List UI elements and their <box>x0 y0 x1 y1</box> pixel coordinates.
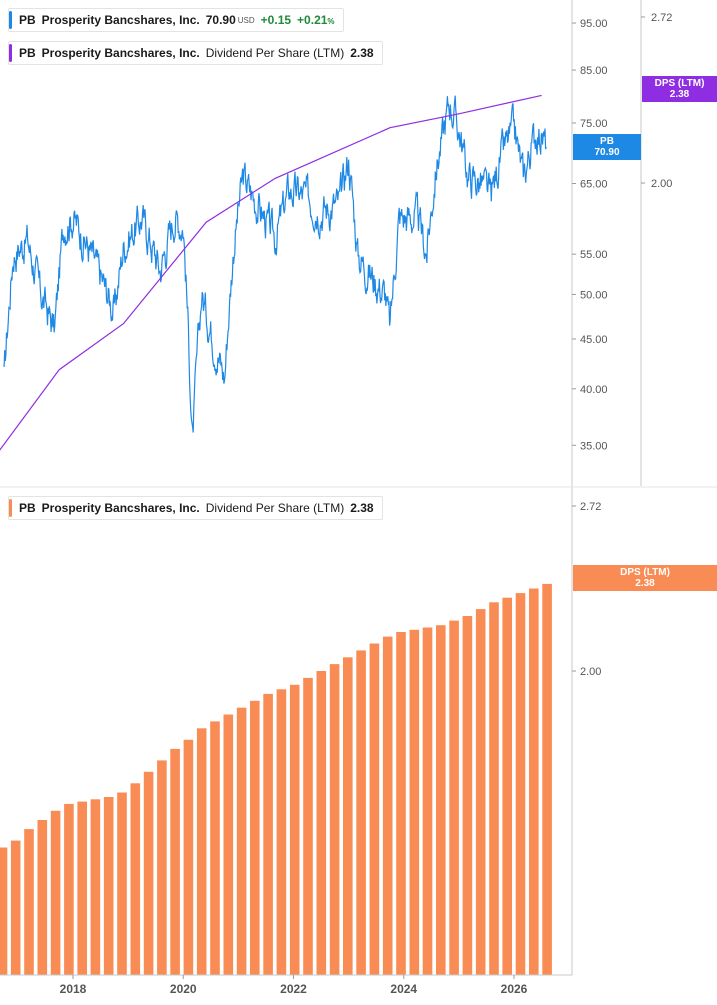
x-tick-label: 2026 <box>501 982 528 996</box>
dps-bar <box>316 671 327 975</box>
price-tick-label: 65.00 <box>580 179 608 191</box>
legend-currency: USD <box>237 15 255 25</box>
price-tag: PB 70.90 <box>573 134 641 160</box>
x-tick-label: 2024 <box>390 982 417 996</box>
dps-bar <box>170 748 180 975</box>
dps-bar <box>356 650 366 975</box>
dps-tick-label: 2.72 <box>580 501 601 513</box>
x-tick-label: 2020 <box>170 982 197 996</box>
dps-bar <box>183 739 194 976</box>
price-tag-ticker: PB <box>600 136 614 147</box>
dps-tag-bottom-label: DPS (LTM) <box>620 567 670 578</box>
dps-secondary-tick-label: 2.00 <box>651 178 672 190</box>
dps-bar <box>77 801 87 975</box>
price-legend[interactable]: PB Prosperity Bancshares, Inc. 70.90 USD… <box>8 8 344 32</box>
price-legend-color <box>9 11 12 29</box>
dps-bar <box>529 588 539 975</box>
price-tick-label: 75.00 <box>580 118 608 130</box>
dps-tag-top-value: 2.38 <box>669 89 690 100</box>
legend-company-name: Prosperity Bancshares, Inc. <box>41 501 200 515</box>
dps-bar <box>0 847 8 975</box>
dps-bar <box>502 597 512 975</box>
dps-bar <box>289 684 300 976</box>
dps-line-legend-color <box>9 44 12 62</box>
dps-tag-bottom-value: 2.38 <box>635 578 655 589</box>
dps-secondary-tick-label: 2.72 <box>651 12 672 24</box>
dps-bar <box>436 625 446 975</box>
dps-bar <box>276 689 287 975</box>
price-tick-label: 35.00 <box>580 440 608 452</box>
dps-bar-legend-color <box>9 499 12 517</box>
dps-bar <box>369 643 380 975</box>
dps-tag-top: DPS (LTM) 2.38 <box>642 76 717 102</box>
dps-bar <box>250 700 260 975</box>
dps-bar-pane <box>0 583 552 976</box>
dps-bar <box>329 664 340 975</box>
dps-bar <box>37 820 48 975</box>
dps-bar <box>64 803 74 975</box>
price-tick-label: 95.00 <box>580 18 608 30</box>
price-tick-label: 45.00 <box>580 334 608 346</box>
dps-bar <box>157 760 167 975</box>
legend-change-pct: +0.21% <box>297 13 335 27</box>
dps-bar <box>117 792 127 975</box>
legend-company-name: Prosperity Bancshares, Inc. <box>41 46 200 60</box>
dps-bar <box>343 657 353 976</box>
x-tick-label: 2022 <box>280 982 307 996</box>
dps-tag-bottom: DPS (LTM) 2.38 <box>573 565 717 591</box>
dps-bar <box>50 810 61 975</box>
price-series-line <box>3 95 547 433</box>
dps-bar <box>489 602 499 975</box>
dps-tick-label: 2.00 <box>580 666 601 678</box>
dps-bar <box>10 840 21 975</box>
price-tick-label: 40.00 <box>580 384 608 396</box>
dps-bar <box>130 783 141 975</box>
dps-series-line <box>0 94 542 451</box>
dps-bar <box>223 714 234 975</box>
dps-bar <box>90 799 101 975</box>
dps-tag-top-label: DPS (LTM) <box>654 78 705 89</box>
legend-price: 70.90 <box>205 13 236 27</box>
dps-line-legend[interactable]: PB Prosperity Bancshares, Inc. Dividend … <box>8 41 383 65</box>
legend-pct-sign: % <box>327 17 335 26</box>
dps-bar <box>263 693 273 975</box>
dps-bar <box>236 707 247 975</box>
legend-ticker: PB <box>19 13 36 27</box>
legend-change-pct-value: +0.21 <box>297 13 328 27</box>
legend-change: +0.15 <box>260 13 292 27</box>
dps-bar <box>382 636 393 975</box>
dps-bar <box>303 677 313 975</box>
legend-ticker: PB <box>19 46 36 60</box>
dps-bar <box>475 609 486 975</box>
dps-bar <box>542 583 552 975</box>
dps-bar <box>515 593 526 975</box>
legend-metric: Dividend Per Share (LTM) <box>205 501 345 515</box>
dps-bar-legend[interactable]: PB Prosperity Bancshares, Inc. Dividend … <box>8 496 383 520</box>
price-tag-value: 70.90 <box>594 147 620 158</box>
dps-bar <box>210 721 220 975</box>
dps-bar <box>462 616 473 975</box>
legend-metric: Dividend Per Share (LTM) <box>205 46 345 60</box>
legend-value: 2.38 <box>350 501 374 515</box>
dps-bar <box>396 632 406 975</box>
x-tick-label: 2018 <box>60 982 87 996</box>
dps-bar <box>24 829 34 975</box>
dps-bar <box>143 771 154 975</box>
price-tick-label: 85.00 <box>580 65 608 77</box>
dps-bar <box>449 620 459 975</box>
dps-bar <box>409 629 420 976</box>
dps-bar <box>196 728 207 975</box>
price-tick-label: 55.00 <box>580 249 608 261</box>
legend-company-name: Prosperity Bancshares, Inc. <box>41 13 200 27</box>
legend-ticker: PB <box>19 501 36 515</box>
dps-bar <box>103 797 114 975</box>
dps-bar <box>422 627 433 975</box>
price-tick-label: 50.00 <box>580 289 608 301</box>
price-pane <box>0 94 547 451</box>
legend-value: 2.38 <box>350 46 374 60</box>
